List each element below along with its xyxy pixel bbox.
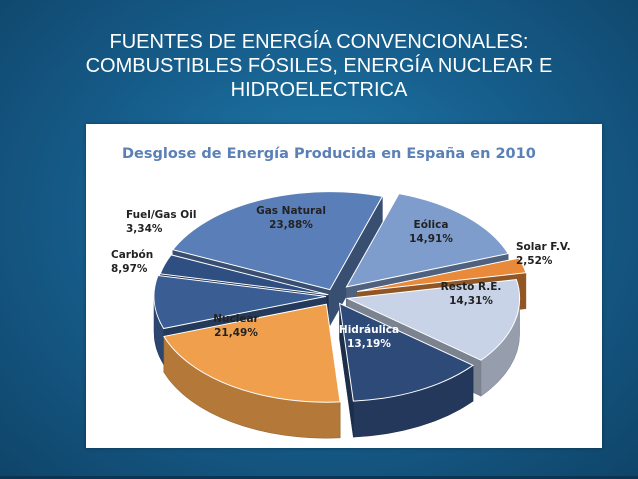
slide-title-line-2: COMBUSTIBLES FÓSILES, ENERGÍA NUCLEAR E — [85, 55, 553, 77]
slice-value-solar-f-v-: 2,52% — [516, 255, 553, 267]
slice-label-carb-n: Carbón — [111, 249, 153, 261]
slice-label-gas-natural: Gas Natural — [256, 205, 326, 217]
slide-title-line-3: HIDROELECTRICA — [230, 79, 408, 101]
slice-value-hidr-ulica: 13,19% — [347, 338, 391, 350]
slice-value-e-lica: 14,91% — [409, 233, 453, 245]
slice-value-fuel-gas-oil: 3,34% — [126, 223, 163, 235]
slice-label-resto-r-e-: Resto R.E. — [441, 281, 502, 293]
chart-panel: Desglose de Energía Producida en España … — [86, 124, 602, 448]
pie-chart: Gas Natural 23,88% Eólica 14,91% Solar F.V. 2… — [111, 191, 571, 439]
pie-slice-hidr-ulica — [338, 302, 474, 438]
slice-value-resto-r-e-: 14,31% — [449, 295, 493, 307]
slice-label-fuel-gas-oil: Fuel/Gas Oil — [126, 209, 196, 221]
slice-label-solar-f-v-: Solar F.V. — [516, 241, 571, 253]
slice-label-nuclear: Nuclear — [213, 313, 259, 325]
pie-slice-nuclear — [163, 303, 341, 439]
slice-value-nuclear: 21,49% — [214, 327, 258, 339]
slice-value-gas-natural: 23,88% — [269, 219, 313, 231]
slide-title-line-1: FUENTES DE ENERGÍA CONVENCIONALES: — [109, 31, 529, 53]
slice-value-carb-n: 8,97% — [111, 263, 148, 275]
chart-title: Desglose de Energía Producida en España … — [122, 146, 536, 162]
slide-title: FUENTES DE ENERGÍA CONVENCIONALES: COMBU… — [0, 30, 638, 102]
slice-label-hidr-ulica: Hidráulica — [339, 324, 399, 336]
slice-label-e-lica: Eólica — [414, 219, 449, 231]
footer-line — [0, 476, 638, 479]
